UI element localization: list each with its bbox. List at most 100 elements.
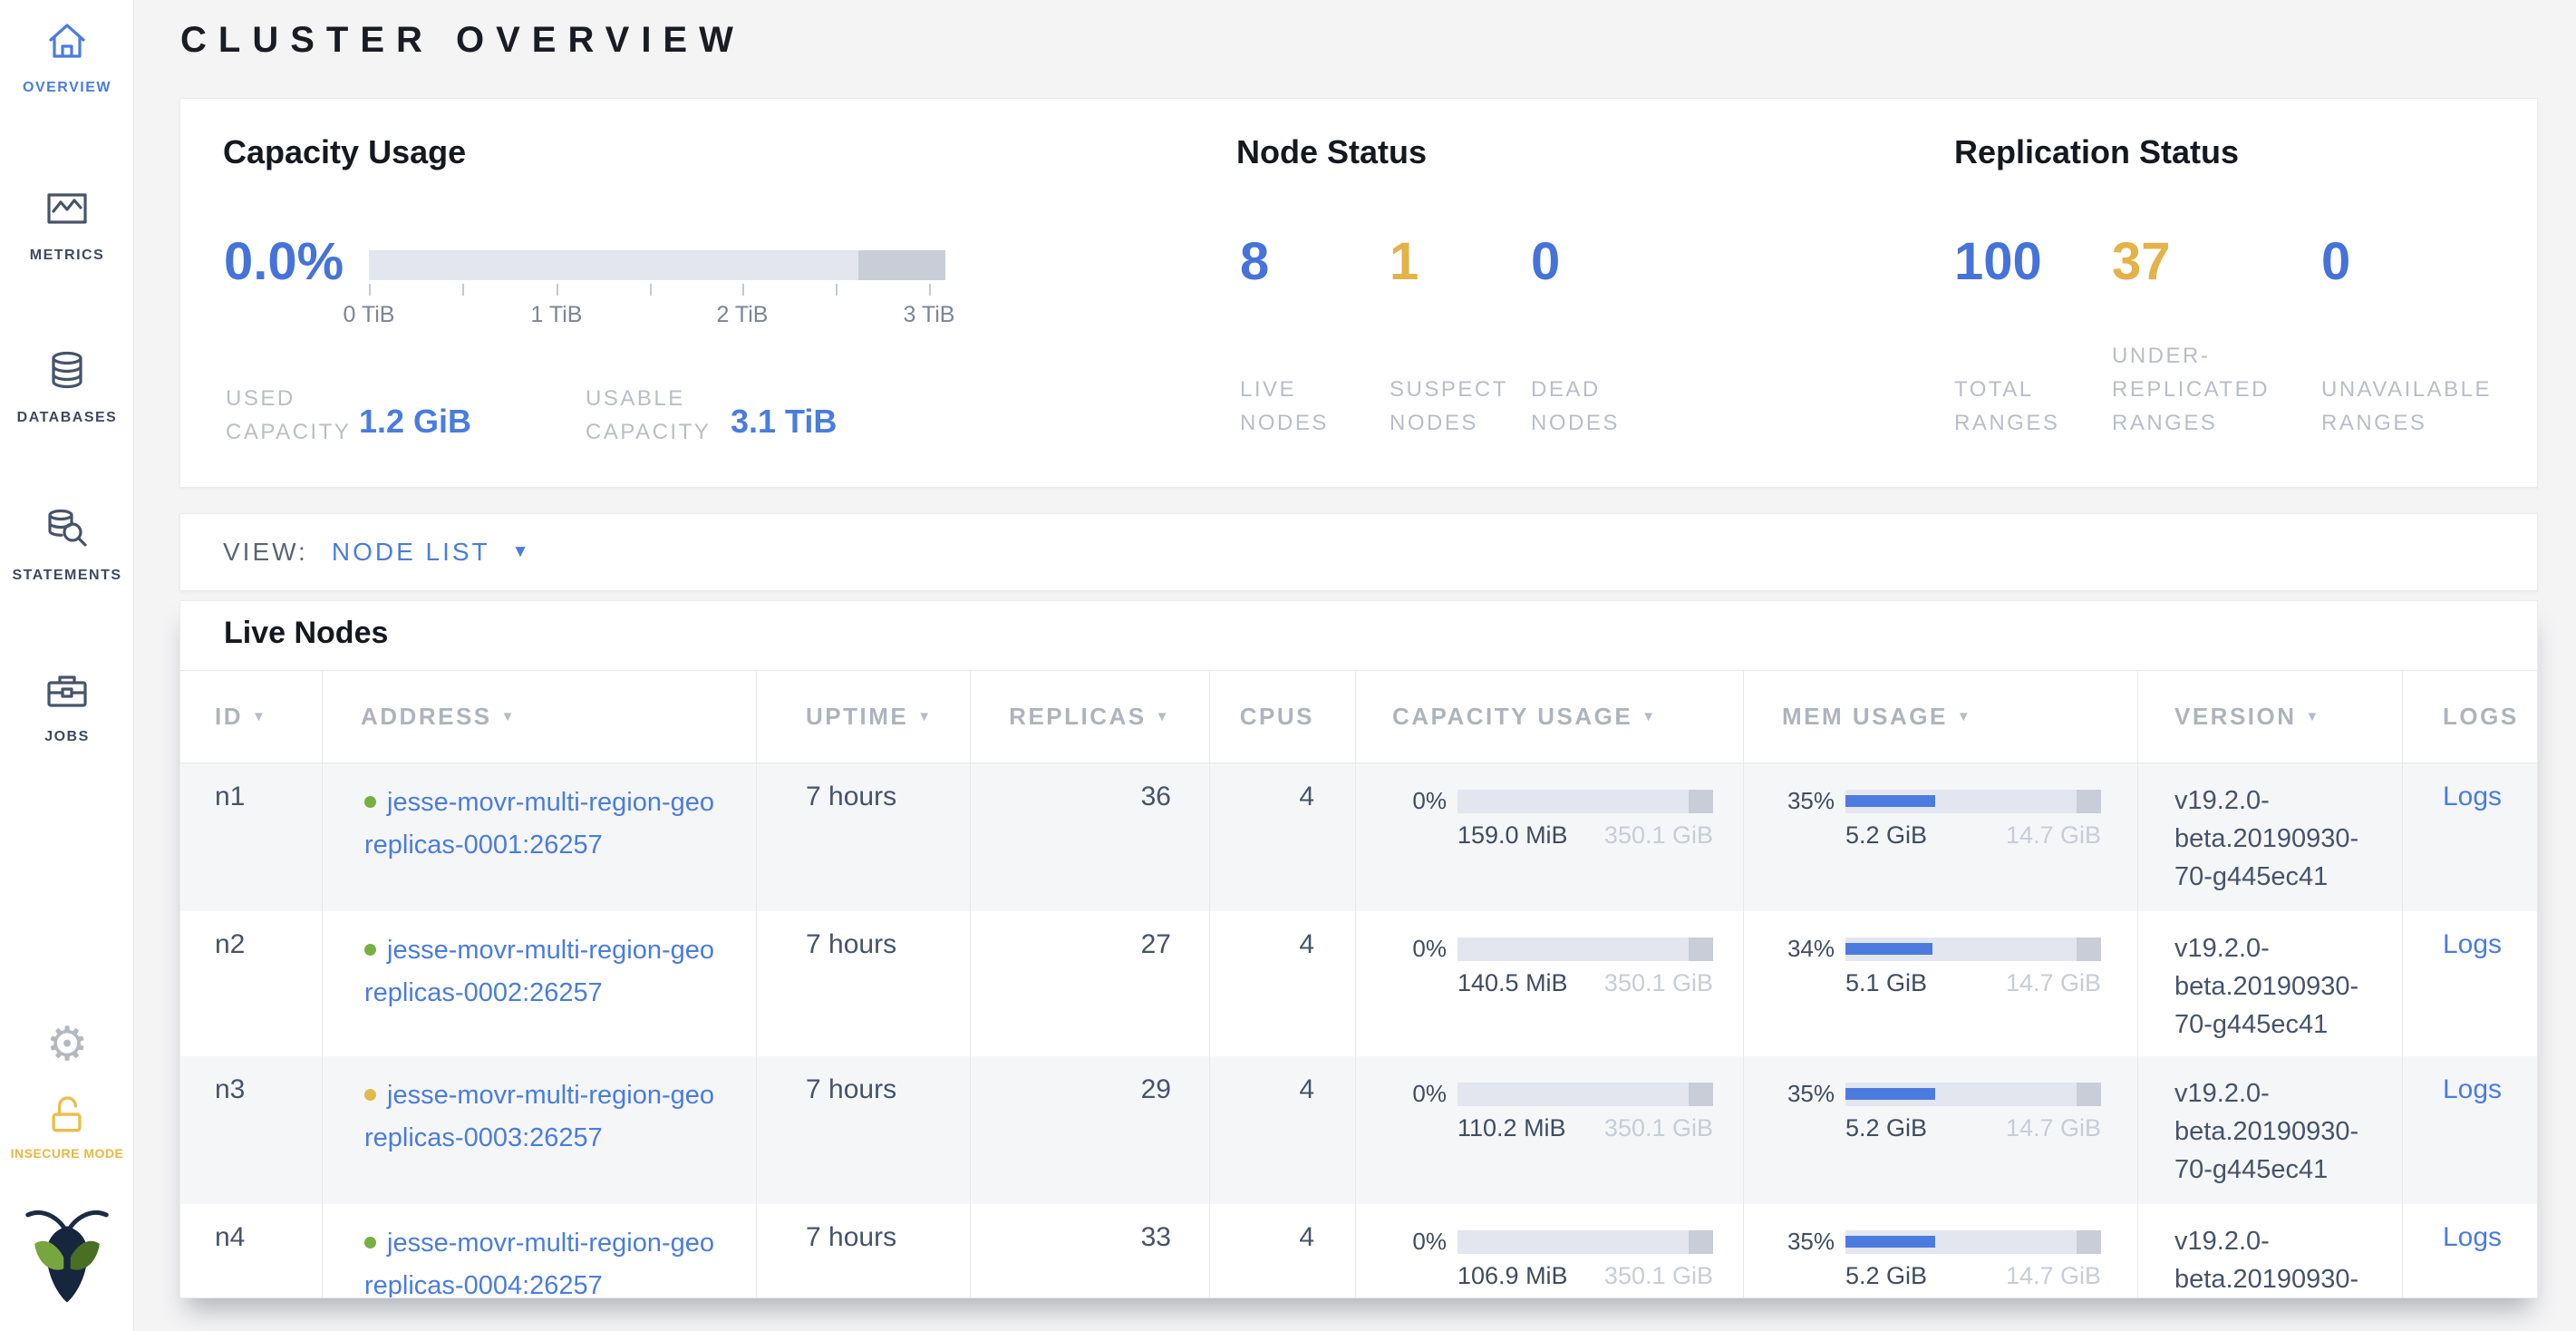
- node-address-link[interactable]: jesse-movr-multi-region-geo replicas-000…: [364, 788, 714, 860]
- node-capacity-usage-cell: 0% 140.5 MiB 350.1 GiB: [1356, 911, 1744, 1056]
- node-address-cell: jesse-movr-multi-region-geo replicas-000…: [323, 911, 757, 1056]
- node-cpus: 4: [1210, 763, 1356, 911]
- node-id: n3: [180, 1056, 323, 1204]
- node-logs-cell: Logs: [2403, 1056, 2537, 1204]
- table-row: n1 jesse-movr-multi-region-geo replicas-…: [180, 763, 2537, 911]
- sidebar-item-overview[interactable]: OVERVIEW: [0, 16, 134, 96]
- column-header-address[interactable]: ADDRESS ▼: [323, 671, 757, 763]
- mem-meter-fill: [1845, 794, 1935, 807]
- used-capacity-value: 1.2 GiB: [359, 403, 472, 440]
- under-replicated-ranges-count: 37: [2112, 232, 2171, 291]
- total-ranges-label: TOTAL RANGES: [1954, 377, 2060, 435]
- axis-tick-label: 1 TiB: [530, 302, 583, 327]
- mem-meter-end-segment: [2077, 1229, 2101, 1254]
- chevron-down-icon: ▼: [511, 542, 529, 561]
- view-dropdown-value: NODE LIST: [331, 538, 490, 566]
- capacity-used-value: 140.5 MiB: [1457, 969, 1568, 996]
- mem-meter-end-segment: [2077, 937, 2101, 961]
- column-header-replicas[interactable]: REPLICAS ▼: [971, 671, 1210, 763]
- node-version: v19.2.0-beta.20190930-70-g445ec41: [2138, 911, 2403, 1056]
- mem-used-value: 5.1 GiB: [1845, 969, 1928, 996]
- mem-total-value: 14.7 GiB: [2005, 969, 2101, 996]
- column-header-version[interactable]: VERSION ▼: [2138, 671, 2403, 763]
- mem-percent-label: 35%: [1787, 787, 1835, 814]
- node-version: v19.2.0-beta.20190930-70-g445ec41: [2138, 1056, 2403, 1204]
- node-replicas: 27: [971, 911, 1210, 1056]
- node-version: v19.2.0-beta.20190930-70-g445ec41: [2138, 763, 2403, 911]
- node-address-cell: jesse-movr-multi-region-geo replicas-000…: [323, 1204, 757, 1298]
- dead-nodes-count: 0: [1531, 232, 1561, 291]
- node-address-link[interactable]: jesse-movr-multi-region-geo replicas-000…: [364, 936, 714, 1007]
- mem-total-value: 14.7 GiB: [2005, 821, 2101, 849]
- column-header-uptime[interactable]: UPTIME ▼: [757, 671, 971, 763]
- axis-tick: [836, 284, 838, 296]
- capacity-meter-end-segment: [1689, 937, 1713, 961]
- usable-capacity-value: 3.1 TiB: [731, 403, 838, 440]
- sidebar-item-statements[interactable]: STATEMENTS: [0, 504, 134, 584]
- node-logs-cell: Logs: [2403, 911, 2537, 1056]
- capacity-percent-label: 0%: [1412, 935, 1447, 962]
- capacity-used-value: 110.2 MiB: [1457, 1114, 1566, 1142]
- capacity-meter-end-segment: [1689, 1082, 1713, 1106]
- logs-link[interactable]: Logs: [2443, 929, 2503, 959]
- axis-tick-label: 0 TiB: [343, 302, 395, 327]
- insecure-mode-label: INSECURE MODE: [10, 1146, 124, 1161]
- capacity-percent-label: 0%: [1412, 1228, 1447, 1255]
- node-address-link[interactable]: jesse-movr-multi-region-geo replicas-000…: [364, 1229, 714, 1298]
- view-selector-bar: VIEW: NODE LIST ▼: [179, 513, 2538, 591]
- node-status-dot: [364, 1089, 376, 1101]
- mem-percent-label: 35%: [1787, 1080, 1835, 1107]
- unavailable-ranges-count: 0: [2321, 232, 2351, 291]
- page-title: CLUSTER OVERVIEW: [180, 20, 745, 60]
- capacity-meter: [1457, 789, 1713, 813]
- column-header-mem-usage[interactable]: MEM USAGE ▼: [1744, 671, 2138, 763]
- briefcase-icon: [47, 675, 87, 707]
- settings-button[interactable]: ⚙: [0, 1019, 134, 1070]
- node-id: n1: [180, 763, 323, 911]
- dead-nodes-label: DEAD NODES: [1531, 377, 1620, 435]
- table-row: n3 jesse-movr-multi-region-geo replicas-…: [180, 1056, 2537, 1204]
- node-status-dot: [364, 796, 376, 808]
- sort-arrow-icon: ▼: [1956, 709, 1973, 724]
- mem-meter: [1845, 789, 2101, 813]
- insecure-mode-indicator[interactable]: INSECURE MODE: [0, 1092, 134, 1162]
- capacity-meter: [1457, 1229, 1713, 1254]
- view-dropdown[interactable]: NODE LIST ▼: [332, 538, 529, 567]
- axis-tick: [557, 284, 558, 296]
- table-header-row: ID ▼ ADDRESS ▼ UPTIME ▼ REPLICAS ▼ CPUS CAPA…: [180, 670, 2537, 763]
- databases-icon: [52, 351, 82, 389]
- sidebar-item-label: OVERVIEW: [23, 80, 111, 95]
- sidebar-item-label: DATABASES: [16, 410, 118, 425]
- node-address-cell: jesse-movr-multi-region-geo replicas-000…: [323, 763, 757, 911]
- sidebar-item-label: JOBS: [44, 729, 90, 744]
- cockroach-icon: [25, 1210, 109, 1303]
- capacity-total-value: 350.1 GiB: [1603, 1114, 1713, 1142]
- sidebar-item-label: STATEMENTS: [12, 568, 122, 583]
- sidebar-item-metrics[interactable]: METRICS: [0, 184, 134, 264]
- capacity-usage-title: Capacity Usage: [223, 133, 467, 170]
- column-header-capacity-usage[interactable]: CAPACITY USAGE ▼: [1356, 671, 1744, 763]
- node-cpus: 4: [1210, 1056, 1356, 1204]
- gear-icon: ⚙: [45, 1018, 89, 1071]
- column-header-cpus[interactable]: CPUS: [1210, 671, 1356, 763]
- logs-link[interactable]: Logs: [2443, 782, 2503, 811]
- sidebar-item-databases[interactable]: DATABASES: [0, 346, 134, 426]
- axis-tick: [462, 284, 464, 296]
- column-header-id[interactable]: ID ▼: [180, 671, 323, 763]
- node-capacity-usage-cell: 0% 159.0 MiB 350.1 GiB: [1356, 763, 1744, 911]
- cockroachdb-logo[interactable]: [0, 1199, 134, 1312]
- logs-link[interactable]: Logs: [2443, 1074, 2503, 1104]
- sidebar-item-jobs[interactable]: JOBS: [0, 666, 134, 745]
- mem-meter-end-segment: [2077, 1082, 2101, 1106]
- node-uptime: 7 hours: [757, 1204, 971, 1297]
- sort-arrow-icon: ▼: [1641, 709, 1658, 724]
- node-status-dot: [364, 944, 376, 956]
- sort-arrow-icon: ▼: [252, 709, 268, 724]
- node-address-link[interactable]: jesse-movr-multi-region-geo replicas-000…: [364, 1081, 714, 1152]
- logs-link[interactable]: Logs: [2443, 1222, 2503, 1252]
- node-replicas: 29: [971, 1056, 1210, 1204]
- axis-tick-label: 3 TiB: [903, 302, 955, 327]
- node-replicas: 36: [971, 763, 1210, 911]
- used-capacity-label: USED CAPACITY: [226, 386, 352, 444]
- mem-used-value: 5.2 GiB: [1845, 1114, 1928, 1142]
